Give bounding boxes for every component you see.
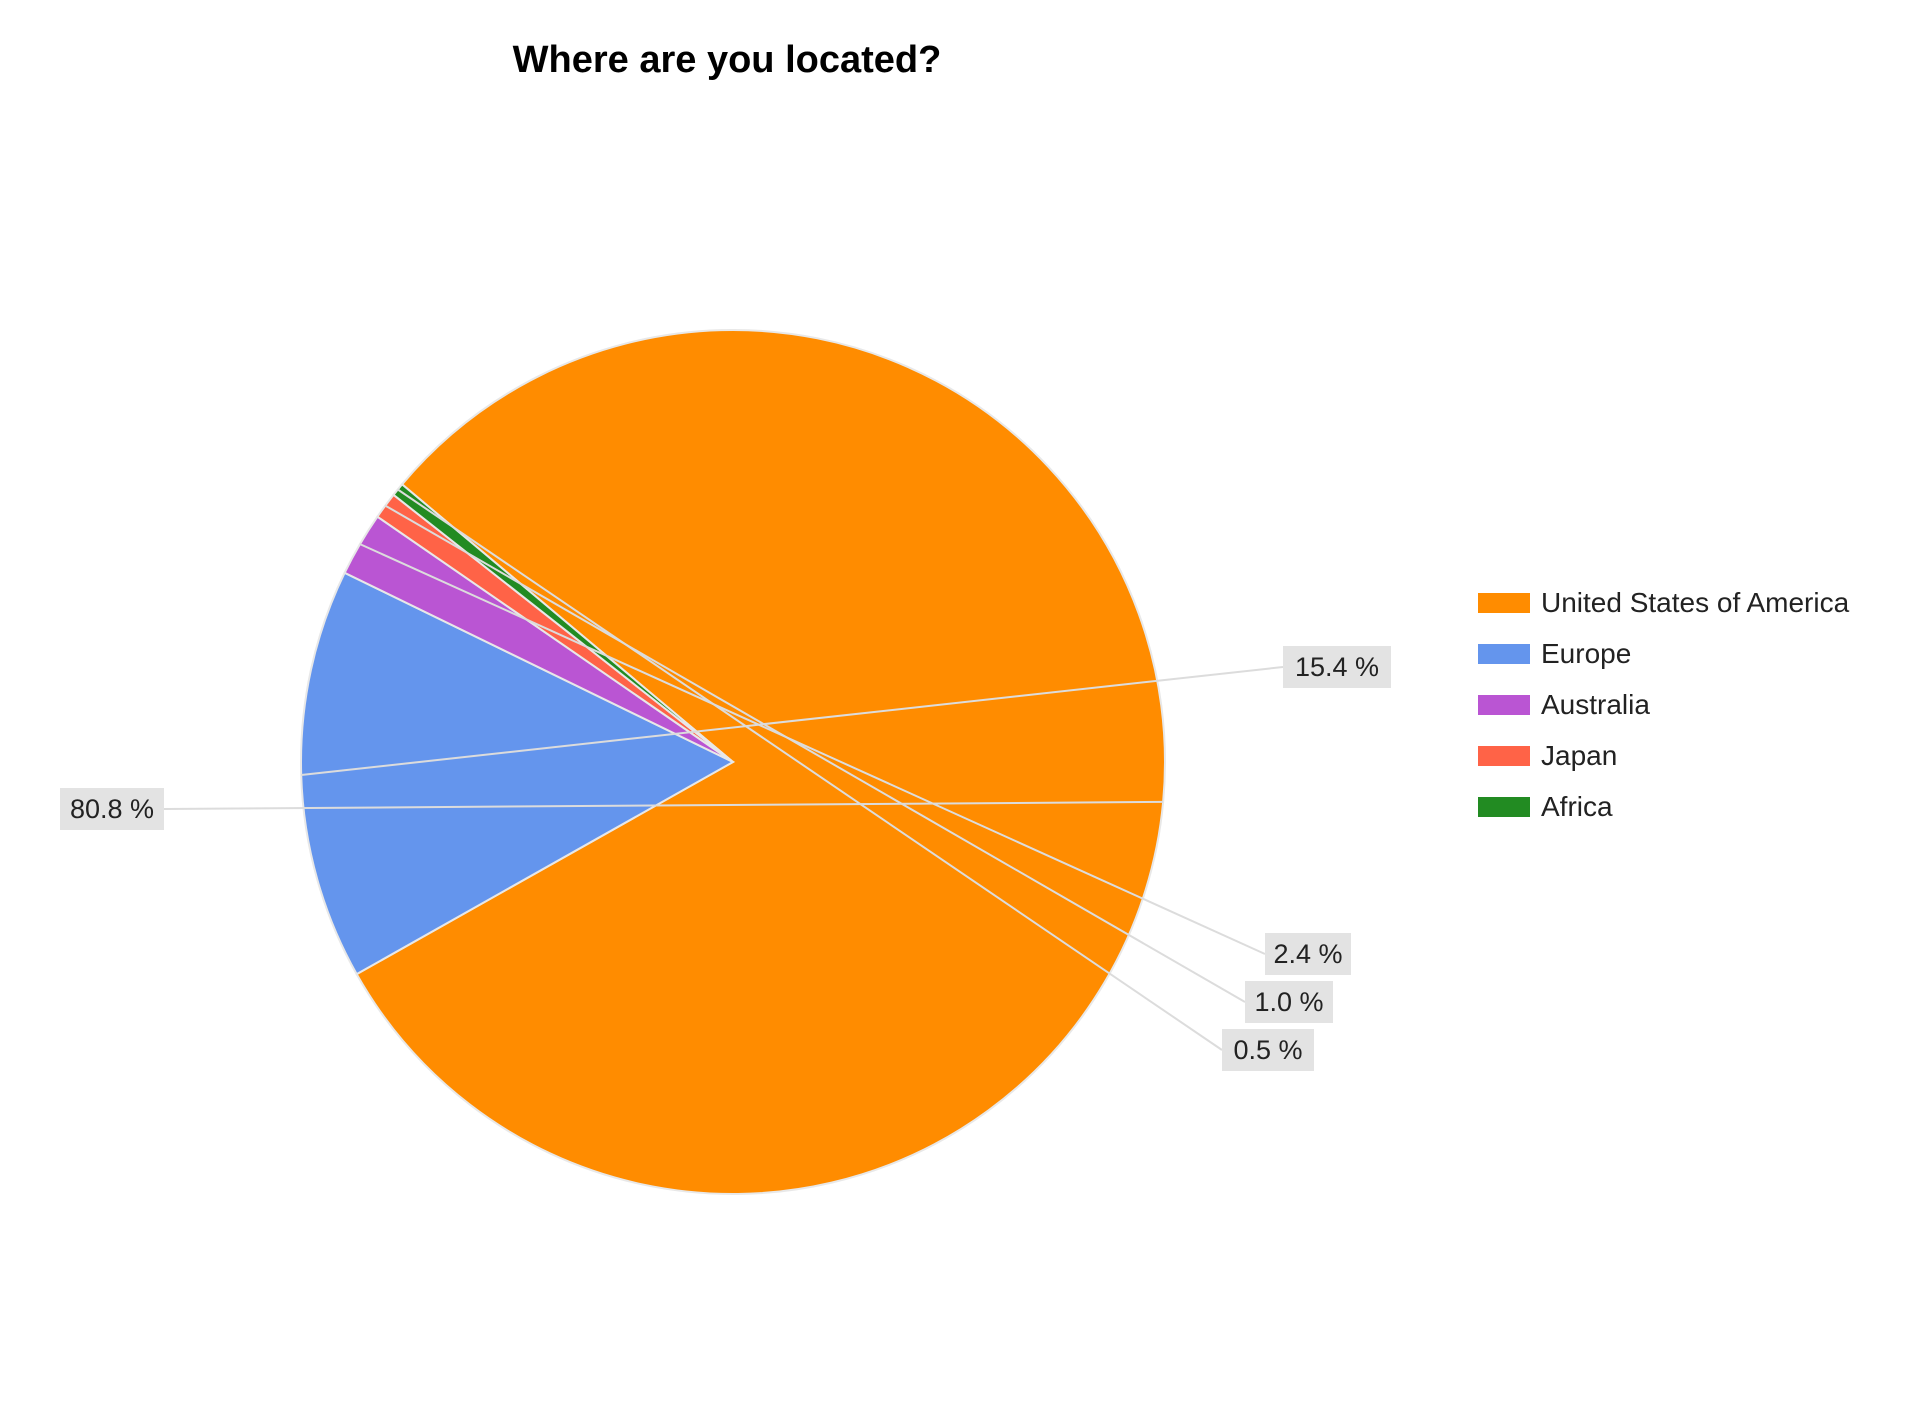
legend-item-australia[interactable]: Australia bbox=[1478, 689, 1650, 720]
leader-line-japan bbox=[384, 504, 1246, 1003]
legend-label: Africa bbox=[1541, 791, 1613, 822]
legend-item-united-states-of-america[interactable]: United States of America bbox=[1478, 587, 1850, 618]
data-label-box bbox=[60, 788, 164, 830]
legend-swatch bbox=[1478, 797, 1530, 817]
data-label-box bbox=[1265, 933, 1351, 975]
legend: United States of America Europe Australia J… bbox=[1478, 587, 1850, 822]
legend-label: Australia bbox=[1541, 689, 1650, 720]
legend-item-japan[interactable]: Japan bbox=[1478, 740, 1617, 771]
leader-line-europe bbox=[301, 666, 1284, 776]
data-label-box bbox=[1283, 646, 1391, 688]
legend-swatch bbox=[1478, 695, 1530, 715]
legend-label: United States of America bbox=[1541, 587, 1850, 618]
legend-swatch bbox=[1478, 593, 1530, 613]
legend-swatch bbox=[1478, 746, 1530, 766]
data-label-text: 2.4 % bbox=[1273, 939, 1342, 969]
data-label-text: 0.5 % bbox=[1233, 1035, 1302, 1065]
leader-line-australia bbox=[359, 543, 1266, 955]
data-label-box bbox=[1222, 1029, 1314, 1071]
chart-title: Where are you located? bbox=[513, 39, 942, 81]
data-label-text: 1.0 % bbox=[1254, 987, 1323, 1017]
data-label-japan: 1.0 % bbox=[1245, 981, 1333, 1023]
legend-item-europe[interactable]: Europe bbox=[1478, 638, 1631, 669]
data-label-africa: 0.5 % bbox=[1222, 1029, 1314, 1071]
data-label-australia: 2.4 % bbox=[1265, 933, 1351, 975]
data-label-text: 15.4 % bbox=[1295, 652, 1379, 682]
legend-label: Europe bbox=[1541, 638, 1631, 669]
legend-label: Japan bbox=[1541, 740, 1617, 771]
leader-line-united-states-of-america bbox=[163, 800, 1164, 810]
slices-layer bbox=[300, 329, 1166, 1195]
legend-swatch bbox=[1478, 644, 1530, 664]
data-label-box bbox=[1245, 981, 1333, 1023]
data-label-europe: 15.4 % bbox=[1283, 646, 1391, 688]
leader-line-africa bbox=[397, 488, 1223, 1051]
pie-slice-africa bbox=[392, 482, 734, 763]
legend-item-africa[interactable]: Africa bbox=[1478, 791, 1613, 822]
data-label-text: 80.8 % bbox=[70, 794, 154, 824]
data-label-united-states-of-america: 80.8 % bbox=[60, 788, 164, 830]
data-labels: 80.8 % 15.4 % 2.4 % 1.0 % 0.5 % bbox=[60, 646, 1391, 1071]
leader-lines bbox=[163, 488, 1284, 1051]
